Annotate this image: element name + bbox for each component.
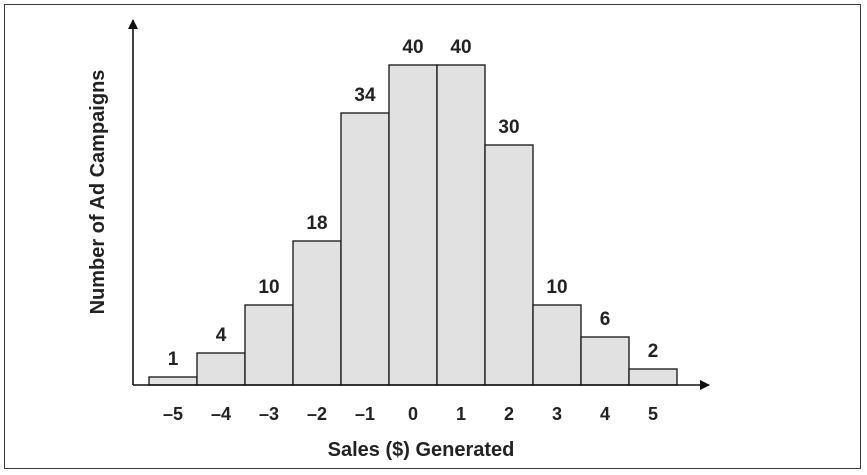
value-label-3: 18	[306, 213, 327, 234]
value-label-4: 34	[354, 85, 376, 106]
x-tick-label-0: –5	[163, 404, 183, 424]
value-label-0: 1	[168, 349, 179, 370]
bar-2	[244, 304, 294, 386]
bar-7	[484, 144, 534, 386]
bars-group	[148, 64, 678, 386]
x-axis-label: Sales ($) Generated	[328, 439, 515, 461]
value-label-2: 10	[258, 277, 279, 298]
value-label-10: 2	[648, 341, 659, 362]
value-labels-group: 1 4 10 18 34 40 40 30 10 6 2	[168, 37, 659, 370]
bar-9	[580, 336, 630, 386]
bar-5	[388, 64, 438, 386]
bar-6	[436, 64, 486, 386]
bar-4	[340, 112, 390, 386]
value-label-7: 30	[498, 117, 519, 138]
x-tick-label-1: –4	[211, 404, 231, 424]
bar-3	[292, 240, 342, 386]
value-label-6: 40	[450, 37, 471, 58]
value-label-8: 10	[546, 277, 567, 298]
x-tick-label-8: 3	[552, 404, 562, 424]
x-tick-label-6: 1	[456, 404, 466, 424]
x-tick-label-10: 5	[648, 404, 658, 424]
x-tick-label-7: 2	[504, 404, 514, 424]
bar-8	[532, 304, 582, 386]
x-tick-label-3: –2	[307, 404, 327, 424]
x-tick-label-2: –3	[259, 404, 279, 424]
x-tick-label-9: 4	[600, 404, 610, 424]
x-tick-label-5: 0	[408, 404, 418, 424]
bar-10	[628, 368, 678, 386]
value-label-1: 4	[216, 325, 227, 346]
value-label-9: 6	[600, 309, 611, 330]
tick-labels-group: –5 –4 –3 –2 –1 0 1 2 3 4 5	[163, 404, 658, 424]
value-label-5: 40	[402, 37, 423, 58]
bar-1	[196, 352, 246, 386]
bar-0	[148, 376, 198, 386]
y-axis-label: Number of Ad Campaigns	[87, 70, 109, 315]
x-tick-label-4: –1	[355, 404, 375, 424]
